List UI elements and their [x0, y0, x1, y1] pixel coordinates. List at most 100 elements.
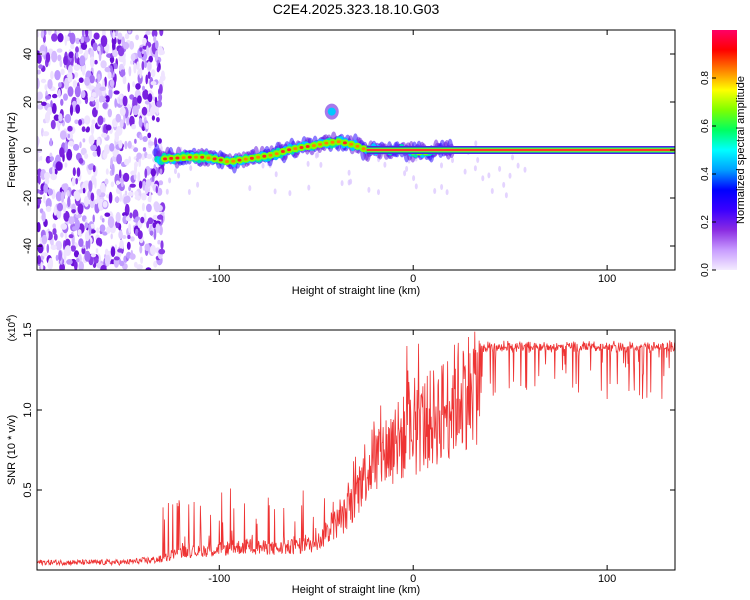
spectrogram-noise-cell	[107, 71, 112, 79]
spectrogram-noise-cell	[128, 66, 132, 77]
spectrogram-signal-peak	[311, 144, 316, 148]
spectrogram-noise-cell	[94, 177, 97, 189]
spectrogram-noise-cell	[104, 66, 111, 73]
spectrogram-faint-cell	[177, 172, 181, 179]
spectrogram-noise-cell	[51, 103, 57, 114]
spectrogram-faint-cell	[307, 184, 311, 191]
spectrogram-faint-cell	[476, 157, 480, 163]
spectrogram-noise-cell	[138, 117, 143, 128]
spectrogram-noise-cell	[123, 42, 130, 50]
spectrogram-faint-cell	[473, 165, 477, 172]
spectrogram-noise-cell	[47, 79, 53, 90]
spectrogram-noise-cell	[49, 137, 53, 147]
spectrogram-noise-cell	[146, 153, 153, 160]
snr-y-tick-label: 1.0	[22, 402, 34, 417]
spectrogram-noise-cell	[122, 75, 127, 85]
spectrogram-noise-cell	[97, 73, 101, 83]
spectrogram-noise-cell	[144, 60, 147, 69]
spectrogram-noise-cell	[37, 255, 41, 265]
spectrogram-noise-cell	[57, 122, 61, 131]
spectrogram-noise-cell	[102, 102, 108, 109]
spectrogram-noise-cell	[72, 80, 78, 88]
spectrogram-faint-cell	[523, 166, 527, 173]
spectrogram-noise-cell	[139, 47, 143, 52]
spectrogram-noise-cell	[52, 166, 55, 177]
spectrogram-noise-cell	[126, 116, 130, 126]
spectrogram-noise-cell	[82, 187, 86, 194]
spectrogram-signal-peak	[175, 156, 180, 160]
spectrogram-signal-peak	[194, 155, 198, 159]
spectrogram-noise-cell	[68, 234, 74, 239]
spectrogram-noise-cell	[156, 204, 163, 212]
spectrogram-noise-cell	[92, 151, 98, 157]
spectrogram-noise-cell	[138, 158, 142, 168]
spectrogram-noise-cell	[69, 104, 74, 116]
spectrogram-noise-cell	[157, 214, 164, 220]
spectrogram-noise-cell	[142, 136, 148, 142]
spectrogram-noise-cell	[44, 178, 50, 185]
colorbar-tick-label: 0.0	[700, 263, 711, 277]
spectrogram-noise-cell	[95, 78, 98, 83]
spectrogram-noise-cell	[75, 104, 81, 114]
spectrogram-noise-cell	[59, 147, 65, 158]
spectrogram-noise-cell	[117, 184, 123, 189]
spectrogram-noise-cell	[114, 196, 120, 203]
spectrogram-signal-peak	[336, 140, 341, 144]
spectrogram-noise-cell	[145, 267, 152, 270]
spectrogram-noise-cell	[142, 37, 147, 46]
spectrogram-noise-cell	[41, 234, 48, 245]
snr-y-multiplier: (x104)	[6, 315, 18, 342]
colorbar-label: Normalized spectral amplitude	[735, 76, 747, 224]
colorbar-gradient	[712, 30, 737, 270]
spectrogram-signal-peak	[218, 158, 223, 162]
spectrogram-noise-cell	[129, 212, 133, 219]
spectrogram-signal-peak	[268, 153, 273, 157]
spectrogram-noise-cell	[75, 178, 78, 185]
spectrogram-noise-cell	[96, 137, 101, 148]
spectrogram-noise-cell	[78, 119, 83, 126]
spectrogram-noise-cell	[74, 119, 79, 125]
spectrogram-noise-cell	[55, 161, 63, 171]
spectrogram-noise-cell	[119, 260, 125, 267]
spectrogram-noise-cell	[118, 230, 123, 239]
spectrogram-noise-cell	[106, 226, 111, 234]
spectrogram-noise-cell	[109, 143, 115, 152]
spectrogram-signal-peak	[262, 154, 267, 158]
spectrogram-noise-cell	[81, 246, 86, 255]
spectrogram-faint-cell	[508, 172, 512, 179]
spectrogram-noise-cell	[104, 76, 107, 88]
spectrogram-noise-cell	[89, 56, 95, 68]
spectrogram-noise-cell	[66, 190, 70, 197]
spectrogram-noise-cell	[44, 172, 50, 180]
spectrogram-panel: -100 0 100 -40 -20 0 20 40 Height of straight …	[6, 29, 676, 297]
spectrogram-noise-cell	[94, 198, 99, 205]
snr-y-tick-label: 1.5	[22, 322, 34, 337]
spectrogram-y-tick-label: 40	[22, 48, 34, 60]
spectrogram-faint-cell	[288, 190, 292, 197]
spectrogram-noise-cell	[78, 157, 84, 164]
spectrogram-noise-cell	[69, 32, 76, 45]
spectrogram-noise-cell	[96, 145, 101, 157]
spectrogram-noise-cell	[130, 236, 135, 242]
spectrogram-noise-cell	[108, 191, 113, 204]
spectrogram-signal-peak	[212, 157, 217, 161]
spectrogram-noise-cell	[112, 30, 116, 40]
spectrogram-noise-cell	[81, 30, 85, 38]
spectrogram-noise-cell	[145, 179, 152, 187]
spectrogram-noise-cell	[122, 212, 128, 217]
spectrogram-noise-cell	[37, 243, 44, 254]
spectrogram-noise-cell	[122, 95, 128, 107]
figure-title: C2E4.2025.323.18.10.G03	[273, 1, 440, 17]
spectrogram-noise-cell	[94, 257, 99, 264]
spectrogram-noise-cell	[140, 216, 145, 224]
spectrogram-noise-cell	[142, 89, 149, 100]
spectrogram-noise-cell	[147, 196, 151, 203]
spectrogram-noise-cell	[63, 93, 68, 101]
spectrogram-faint-cell	[168, 177, 172, 184]
spectrogram-noise-cell	[121, 181, 124, 188]
spectrogram-noise-cell	[53, 114, 60, 121]
spectrogram-noise-cell	[156, 66, 160, 73]
spectrogram-noise-cell	[128, 185, 132, 192]
spectrogram-noise-cell	[46, 243, 50, 254]
spectrogram-x-label: Height of straight line (km)	[292, 285, 420, 297]
